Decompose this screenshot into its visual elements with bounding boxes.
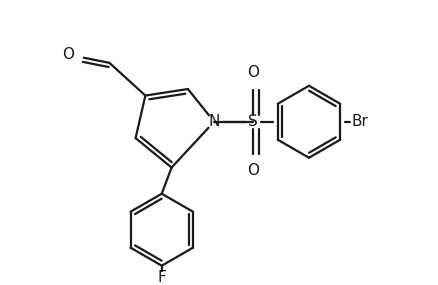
Text: S: S (248, 114, 258, 129)
Text: O: O (247, 65, 259, 80)
Text: O: O (247, 163, 259, 178)
Text: Br: Br (352, 114, 368, 129)
Text: F: F (157, 270, 166, 285)
Text: O: O (63, 47, 74, 62)
Text: N: N (208, 114, 220, 129)
